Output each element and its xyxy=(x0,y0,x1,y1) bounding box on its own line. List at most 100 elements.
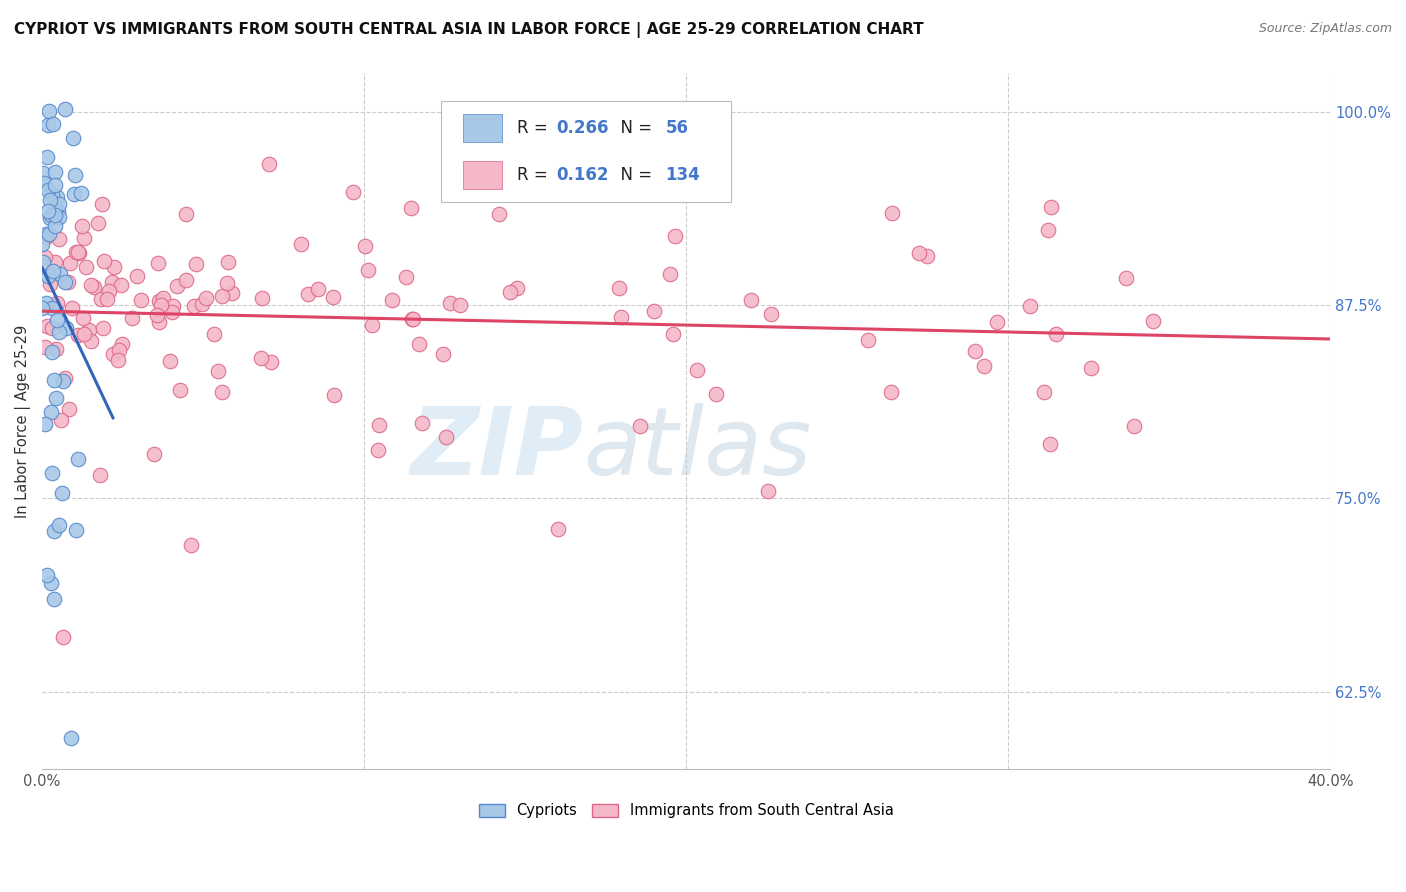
Point xyxy=(48,232,70,246)
Point xyxy=(44,373,66,387)
Point xyxy=(44,208,66,222)
Point xyxy=(307,281,329,295)
Point xyxy=(381,293,404,307)
Point xyxy=(39,405,62,419)
Point xyxy=(52,631,75,645)
Point xyxy=(58,402,80,417)
Point xyxy=(38,211,60,226)
Point xyxy=(211,385,233,400)
Point xyxy=(917,249,939,263)
Point xyxy=(65,523,87,537)
Point xyxy=(290,237,312,252)
Point xyxy=(129,293,152,307)
Point xyxy=(360,318,382,333)
Point xyxy=(399,202,422,216)
Point xyxy=(191,296,214,310)
Point xyxy=(1036,223,1059,237)
Point xyxy=(44,203,66,218)
Point xyxy=(498,285,520,299)
Point xyxy=(31,166,53,180)
Legend: Cypriots, Immigrants from South Central Asia: Cypriots, Immigrants from South Central … xyxy=(472,797,900,824)
Point xyxy=(53,275,76,289)
Point xyxy=(96,292,118,306)
Point xyxy=(880,206,903,220)
Point xyxy=(662,327,685,342)
Point xyxy=(756,483,779,498)
Point xyxy=(342,185,364,199)
Point xyxy=(143,447,166,461)
Point xyxy=(973,359,995,373)
Point xyxy=(202,326,225,341)
Point xyxy=(45,295,67,310)
Point xyxy=(148,315,170,329)
Point xyxy=(103,260,125,274)
Point xyxy=(706,386,728,401)
Point xyxy=(31,301,53,316)
Point xyxy=(62,131,84,145)
Text: 134: 134 xyxy=(665,166,700,184)
Point xyxy=(59,256,82,270)
Point xyxy=(32,176,55,190)
Point xyxy=(103,346,125,360)
Point xyxy=(146,256,169,270)
Point xyxy=(367,417,389,432)
Point xyxy=(664,229,686,244)
Point xyxy=(75,260,97,274)
Point xyxy=(51,486,73,500)
Text: atlas: atlas xyxy=(583,403,811,494)
Point xyxy=(38,227,60,242)
Point xyxy=(1115,270,1137,285)
Point xyxy=(42,591,65,606)
Point xyxy=(80,334,103,349)
Point xyxy=(42,117,65,131)
Point xyxy=(46,189,69,203)
Point xyxy=(34,417,56,431)
Point xyxy=(260,355,283,369)
Point xyxy=(41,187,63,202)
Point xyxy=(49,413,72,427)
Point xyxy=(607,281,630,295)
Point xyxy=(111,336,134,351)
Point xyxy=(880,384,903,399)
Point xyxy=(963,344,986,359)
Point xyxy=(354,239,377,253)
Point xyxy=(55,321,77,335)
Point xyxy=(183,299,205,313)
Point xyxy=(150,298,173,312)
Point xyxy=(39,208,62,222)
Point xyxy=(79,323,101,337)
Point xyxy=(1040,200,1063,214)
Point xyxy=(48,211,70,225)
Point xyxy=(56,275,79,289)
Point xyxy=(1033,384,1056,399)
FancyBboxPatch shape xyxy=(441,101,731,202)
Point xyxy=(110,277,132,292)
Text: Source: ZipAtlas.com: Source: ZipAtlas.com xyxy=(1258,22,1392,36)
Point xyxy=(93,321,115,335)
Point xyxy=(609,310,631,324)
Point xyxy=(628,419,651,434)
Point xyxy=(402,312,425,326)
Point xyxy=(759,307,782,321)
Point xyxy=(89,468,111,483)
Point xyxy=(98,284,121,298)
Point xyxy=(217,255,239,269)
Point xyxy=(37,204,59,219)
Point xyxy=(1045,327,1067,342)
Point xyxy=(48,197,70,211)
Point xyxy=(146,308,169,322)
Point xyxy=(211,289,233,303)
Point xyxy=(66,327,89,342)
Point xyxy=(90,196,112,211)
Point xyxy=(53,102,76,116)
Point xyxy=(35,229,58,244)
Point xyxy=(80,277,103,292)
Point xyxy=(215,276,238,290)
Point xyxy=(48,518,70,533)
Text: 0.266: 0.266 xyxy=(557,119,609,136)
Point xyxy=(31,237,53,252)
Point xyxy=(41,344,63,359)
Point xyxy=(62,187,84,202)
Point xyxy=(322,290,344,304)
Point xyxy=(73,231,96,245)
